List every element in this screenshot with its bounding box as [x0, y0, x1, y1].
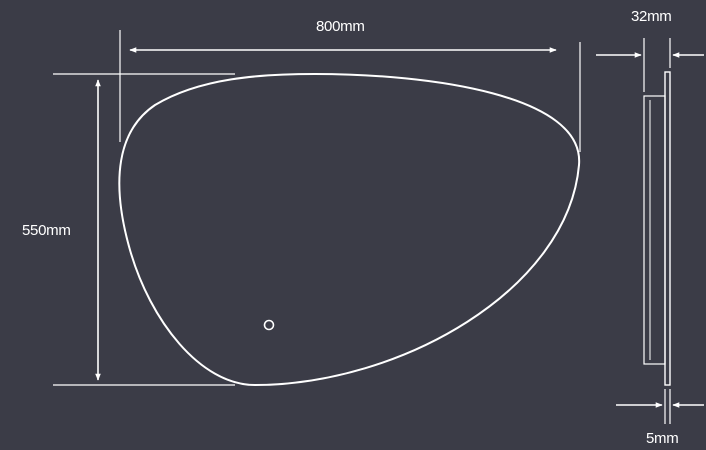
- depth-label: 32mm: [631, 8, 672, 25]
- depth-dimension: [596, 38, 704, 92]
- mirror-outline: [118, 72, 581, 387]
- thickness-label: 5mm: [646, 430, 679, 447]
- height-label: 550mm: [22, 222, 71, 239]
- width-label: 800mm: [316, 18, 365, 35]
- thickness-dimension: [616, 389, 704, 424]
- height-dimension: [53, 73, 235, 386]
- side-view: [643, 71, 671, 386]
- touch-sensor-icon: [263, 319, 275, 331]
- width-dimension: [119, 30, 581, 152]
